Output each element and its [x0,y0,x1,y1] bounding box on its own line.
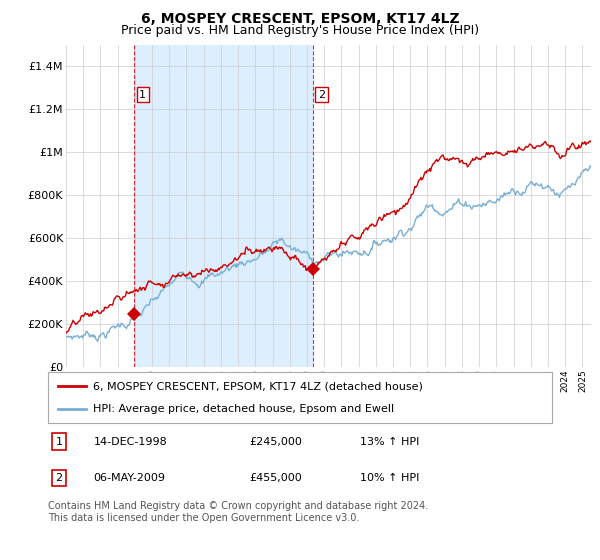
Bar [134,45,313,367]
Text: 10% ↑ HPI: 10% ↑ HPI [361,473,420,483]
Text: 13% ↑ HPI: 13% ↑ HPI [361,437,420,447]
Text: 6, MOSPEY CRESCENT, EPSOM, KT17 4LZ (detached house): 6, MOSPEY CRESCENT, EPSOM, KT17 4LZ (det… [94,381,423,391]
Text: £455,000: £455,000 [250,473,302,483]
Text: 6, MOSPEY CRESCENT, EPSOM, KT17 4LZ: 6, MOSPEY CRESCENT, EPSOM, KT17 4LZ [140,12,460,26]
Text: 2: 2 [318,90,325,100]
Text: 14-DEC-1998: 14-DEC-1998 [94,437,167,447]
Text: Contains HM Land Registry data © Crown copyright and database right 2024.
This d: Contains HM Land Registry data © Crown c… [48,501,428,523]
Text: 1: 1 [139,90,146,100]
Text: 2: 2 [56,473,62,483]
Text: 1: 1 [56,437,62,447]
Text: HPI: Average price, detached house, Epsom and Ewell: HPI: Average price, detached house, Epso… [94,404,394,414]
Text: Price paid vs. HM Land Registry's House Price Index (HPI): Price paid vs. HM Land Registry's House … [121,24,479,37]
Text: 06-MAY-2009: 06-MAY-2009 [94,473,166,483]
Text: £245,000: £245,000 [250,437,302,447]
